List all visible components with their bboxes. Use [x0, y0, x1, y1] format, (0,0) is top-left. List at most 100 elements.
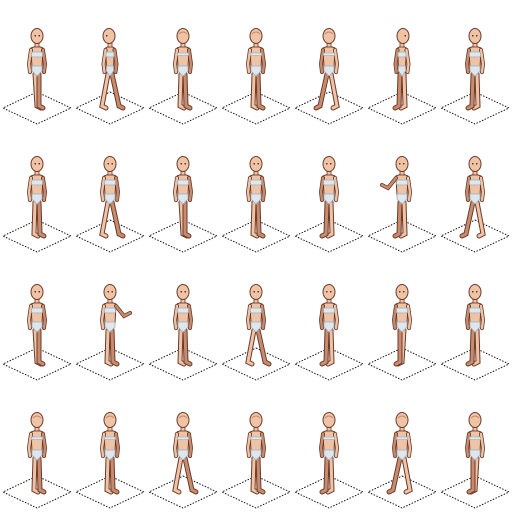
- sprite-frame: [220, 28, 292, 125]
- sprite-frame: [74, 412, 146, 509]
- floor-tile: [1, 347, 73, 381]
- underwear-bottom: [250, 193, 262, 205]
- head: [103, 156, 117, 172]
- sprite-frame: [366, 156, 438, 253]
- sprite-frame: [439, 28, 511, 125]
- head: [102, 28, 116, 44]
- sprite-frame: [293, 28, 365, 125]
- head: [468, 284, 482, 300]
- frame-r1-c2: [74, 0, 147, 128]
- sprite-frame: [366, 28, 438, 125]
- underwear-bottom: [469, 321, 481, 333]
- eye: [330, 163, 332, 165]
- character-figure: [318, 156, 340, 239]
- frame-r3-c7: [439, 256, 512, 384]
- sprite-frame: [220, 284, 292, 381]
- sprite-frame: [1, 28, 73, 125]
- head: [30, 156, 44, 172]
- sprite-frame: [366, 284, 438, 381]
- head: [395, 412, 409, 428]
- eye: [253, 163, 255, 165]
- character-figure: [172, 412, 199, 495]
- frame-r3-c4: [220, 256, 293, 384]
- underwear-strap: [323, 52, 335, 56]
- underwear-bottom: [396, 321, 408, 333]
- floor-tile: [366, 91, 438, 125]
- eye: [476, 35, 478, 37]
- eye: [34, 163, 36, 165]
- frame-r2-c3: [147, 128, 220, 256]
- character-figure: [26, 412, 48, 495]
- underwear-strap: [250, 52, 262, 56]
- floor-tile: [147, 91, 219, 125]
- underwear-bottom: [323, 321, 335, 333]
- head: [176, 412, 190, 428]
- underwear-top: [469, 179, 481, 186]
- eye: [184, 163, 186, 165]
- head: [30, 28, 44, 44]
- floor-tile: [74, 219, 146, 253]
- eye: [472, 35, 474, 37]
- character-figure: [464, 28, 486, 111]
- eye: [330, 291, 332, 293]
- frame-r1-c3: [147, 0, 220, 128]
- underwear-top: [397, 51, 407, 58]
- frame-r1-c5: [293, 0, 366, 128]
- character-figure: [464, 284, 486, 367]
- floor-tile: [74, 347, 146, 381]
- eye: [472, 163, 474, 165]
- head: [249, 156, 263, 172]
- frame-r1-c6: [366, 0, 439, 128]
- underwear-bottom: [177, 449, 189, 461]
- frame-r3-c5: [293, 256, 366, 384]
- eye: [326, 163, 328, 165]
- frame-r1-c4: [220, 0, 293, 128]
- character-figure: [392, 28, 411, 111]
- floor-tile: [293, 219, 365, 253]
- floor-tile: [439, 91, 511, 125]
- underwear-top: [396, 179, 408, 186]
- underwear-bottom: [177, 65, 189, 77]
- eye: [257, 163, 259, 165]
- frame-r2-c1: [1, 128, 74, 256]
- frame-r3-c3: [147, 256, 220, 384]
- head: [322, 156, 336, 172]
- eye: [38, 291, 40, 293]
- underwear-strap: [250, 436, 262, 440]
- floor-tile: [74, 91, 146, 125]
- underwear-top: [469, 51, 481, 58]
- frame-r2-c7: [439, 128, 512, 256]
- character-figure: [172, 284, 194, 367]
- frame-r4-c3: [147, 384, 220, 512]
- underwear-top: [105, 51, 115, 58]
- head: [176, 284, 190, 300]
- eye: [180, 291, 182, 293]
- floor-tile: [1, 219, 73, 253]
- underwear-top: [396, 307, 408, 314]
- eye: [399, 291, 401, 293]
- eye: [111, 163, 113, 165]
- head: [176, 156, 190, 172]
- sprite-frame: [147, 28, 219, 125]
- frame-r2-c5: [293, 128, 366, 256]
- eye: [476, 163, 478, 165]
- eye: [107, 163, 109, 165]
- underwear-strap: [104, 436, 116, 440]
- underwear-bottom: [31, 449, 43, 461]
- floor-tile: [220, 91, 292, 125]
- sprite-frame: [1, 156, 73, 253]
- underwear-strap: [31, 436, 43, 440]
- frame-r4-c7: [439, 384, 512, 512]
- underwear-bottom: [250, 65, 262, 77]
- underwear-bottom: [177, 321, 189, 333]
- head: [468, 156, 482, 172]
- floor-tile: [366, 475, 438, 509]
- underwear-top: [323, 179, 335, 186]
- frame-r4-c2: [74, 384, 147, 512]
- underwear-strap: [396, 436, 408, 440]
- head: [468, 412, 482, 428]
- underwear-bottom: [31, 193, 43, 205]
- underwear-strap: [323, 436, 335, 440]
- underwear-bottom: [177, 193, 189, 205]
- underwear-bottom: [323, 449, 335, 461]
